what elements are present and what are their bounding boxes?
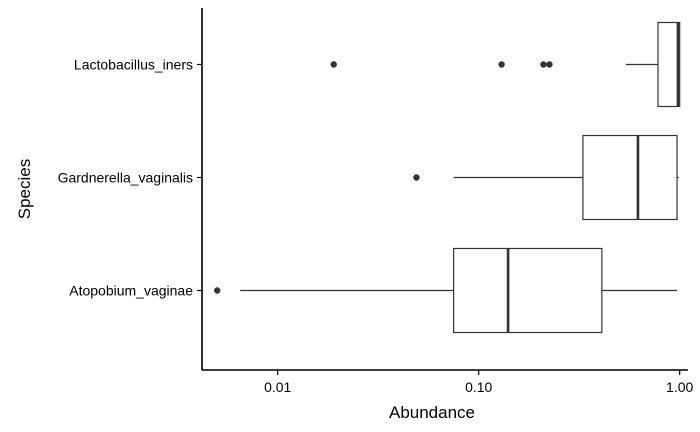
- y-tick-label: Atopobium_vaginae: [69, 283, 193, 299]
- plot-area: [214, 21, 681, 334]
- outlier-point: [540, 61, 547, 68]
- axes: Lactobacillus_iners Gardnerella_vaginalis…: [58, 57, 694, 396]
- y-tick-label: Gardnerella_vaginalis: [58, 170, 193, 186]
- box: [582, 134, 678, 221]
- outlier-point: [413, 174, 420, 181]
- box-group: [330, 21, 681, 108]
- box-group: [413, 134, 679, 221]
- outlier-point: [214, 287, 221, 294]
- box: [657, 21, 681, 108]
- outlier-point: [546, 61, 553, 68]
- x-axis-title: Abundance: [389, 403, 475, 422]
- outlier-point: [330, 61, 337, 68]
- box: [452, 247, 603, 334]
- x-tick-label: 0.01: [264, 379, 291, 395]
- box-group: [214, 247, 678, 334]
- y-tick-label: Lactobacillus_iners: [74, 57, 193, 73]
- outlier-point: [498, 61, 505, 68]
- x-tick-label: 1.00: [666, 379, 693, 395]
- x-tick-label: 0.10: [465, 379, 492, 395]
- y-axis-title: Species: [15, 159, 34, 219]
